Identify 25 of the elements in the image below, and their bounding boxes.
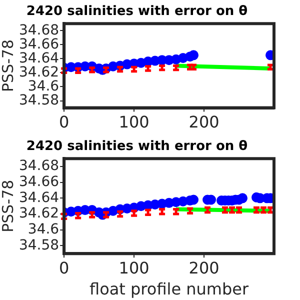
y-tick-label: 34.58: [18, 237, 60, 254]
x-tick-label: 200: [188, 258, 220, 278]
point: [238, 193, 248, 204]
y-tick-label: 34.64: [18, 50, 60, 66]
y-axis-title: PSS-78: [0, 39, 17, 92]
y-tick-label: 34.66: [18, 36, 60, 52]
y-tick-label: 34.58: [18, 92, 60, 108]
y-tick-label: 34.6: [28, 78, 60, 94]
x-tick-label: 200: [188, 112, 220, 132]
y-tick-label: 34.62: [18, 64, 60, 80]
x-tick-label: 0: [58, 258, 70, 278]
x-tick-label: 0: [58, 112, 70, 132]
y-tick-label: 34.62: [18, 206, 60, 222]
x-axis-title: float profile number: [89, 280, 250, 299]
y-tick-label: 34.68: [18, 158, 60, 174]
x-tick-label: 100: [118, 112, 150, 132]
y-axis-title: PSS-78: [0, 180, 17, 232]
y-tick-label: 34.64: [18, 190, 60, 206]
y-tick-label: 34.66: [18, 174, 60, 190]
y-tick-label: 34.6: [28, 221, 60, 238]
x-tick-label: 100: [118, 258, 150, 278]
y-tick-label: 34.68: [18, 22, 60, 38]
chart-title: 2420 salinities with error on θ: [26, 4, 248, 20]
point: [188, 50, 199, 60]
chart-title: 2420 salinities with error on θ: [26, 139, 248, 154]
